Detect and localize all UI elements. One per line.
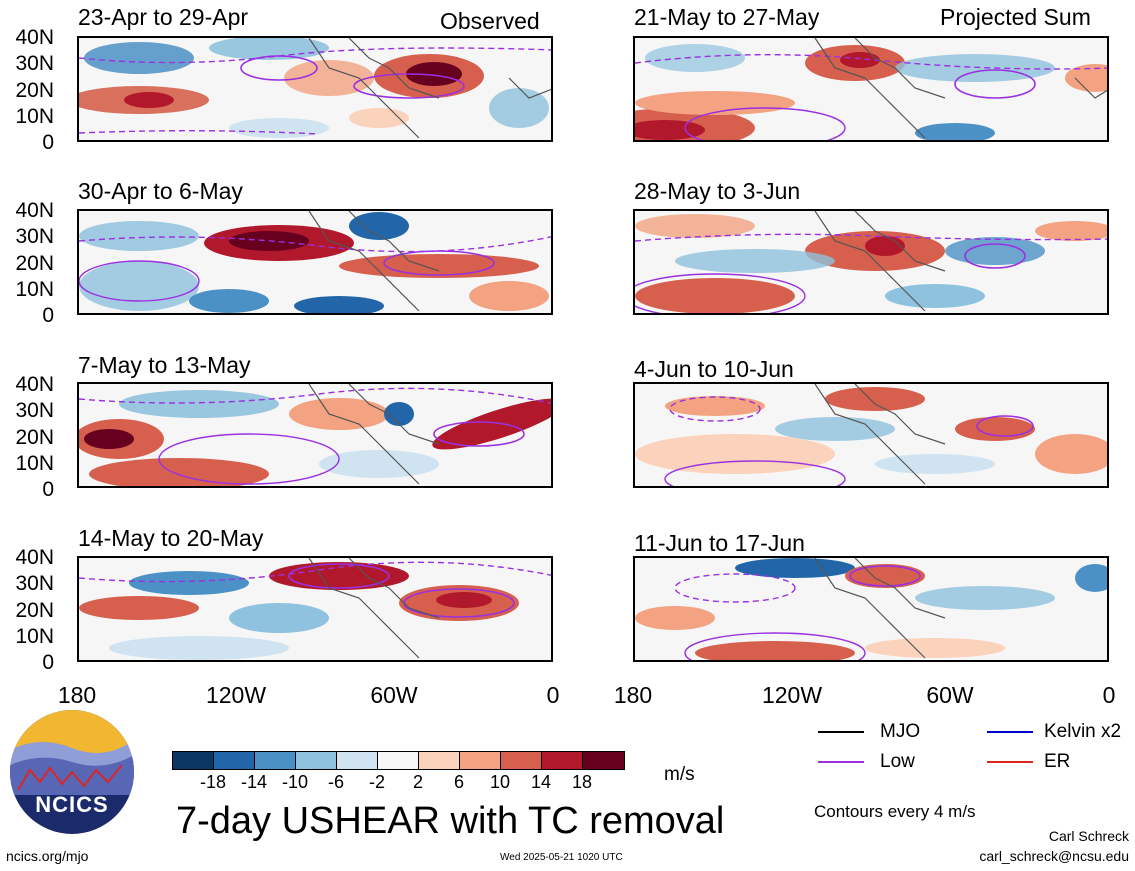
legend-mjo-label: MJO — [880, 721, 921, 742]
ytick-40n: 40N — [15, 199, 54, 222]
ncics-logo: NCICS — [10, 710, 134, 834]
xtick-0: 0 — [546, 682, 560, 708]
colorbar-units: m/s — [664, 764, 695, 785]
ytick-20n: 20N — [15, 79, 54, 102]
map-panel-8 — [633, 556, 1109, 662]
colorbar-cell — [173, 752, 214, 769]
xtick-60w: 60W — [926, 682, 974, 708]
ytick-30n: 30N — [15, 52, 54, 75]
colorbar-tick-label: -10 — [281, 772, 309, 792]
panel-date-3: 30-Apr to 6-May — [78, 178, 243, 204]
legend-kelvin-label: Kelvin x2 — [1044, 721, 1122, 742]
contours-note: Contours every 4 m/s — [814, 802, 976, 821]
ytick-10n: 10N — [15, 278, 54, 301]
ytick-30n: 30N — [15, 572, 54, 595]
ytick-30n: 30N — [15, 399, 54, 422]
legend-low-label: Low — [880, 751, 915, 772]
footer-timestamp: Wed 2025-05-21 1020 UTC — [500, 852, 623, 863]
colorbar-tick-label: 18 — [571, 772, 593, 792]
map-panel-1 — [77, 36, 553, 142]
ytick-20n: 20N — [15, 252, 54, 275]
legend-kelvin-line — [987, 731, 1033, 733]
panel-date-4: 28-May to 3-Jun — [634, 178, 801, 204]
legend-er-line — [987, 761, 1033, 763]
colorbar-cell — [460, 752, 501, 769]
xtick-60w: 60W — [370, 682, 418, 708]
xtick-0: 0 — [1102, 682, 1116, 708]
footer-email[interactable]: carl_schreck@ncsu.edu — [979, 848, 1129, 864]
figure-title: 7-day USHEAR with TC removal — [176, 800, 725, 842]
panel-date-1: 23-Apr to 29-Apr — [78, 4, 249, 30]
colorbar-cell — [583, 752, 624, 769]
ytick-0: 0 — [42, 651, 54, 674]
ytick-10n: 10N — [15, 452, 54, 475]
ytick-20n: 20N — [15, 599, 54, 622]
map-panel-3 — [77, 209, 553, 315]
footer-author: Carl Schreck — [1048, 828, 1129, 844]
colorbar-cell — [255, 752, 296, 769]
xtick-120w: 120W — [761, 682, 823, 708]
map-panel-7 — [77, 556, 553, 662]
ytick-30n: 30N — [15, 225, 54, 248]
colorbar-tick-label: 6 — [453, 772, 465, 792]
panel-date-5: 7-May to 13-May — [78, 352, 251, 378]
ytick-0: 0 — [42, 304, 54, 327]
colorbar-cell — [501, 752, 542, 769]
map-panel-5 — [77, 382, 553, 488]
colorbar-cell — [419, 752, 460, 769]
logo-text: NCICS — [35, 792, 109, 817]
colorbar-tick-label: -14 — [240, 772, 268, 792]
xtick-120w: 120W — [205, 682, 267, 708]
colorbar-tick-label: -2 — [368, 772, 386, 792]
xtick-180: 180 — [613, 682, 653, 708]
colorbar-cell — [296, 752, 337, 769]
colorbar — [172, 751, 625, 770]
panel-date-8: 11-Jun to 17-Jun — [634, 530, 805, 556]
legend-low-line — [818, 761, 864, 763]
legend-mjo-line — [818, 731, 864, 733]
panel-corner-projected: Projected Sum — [940, 4, 1091, 30]
colorbar-tick-label: -6 — [327, 772, 345, 792]
ytick-0: 0 — [42, 478, 54, 501]
colorbar-tick-label: 14 — [530, 772, 552, 792]
panel-corner-observed: Observed — [440, 8, 540, 34]
panel-date-2: 21-May to 27-May — [634, 4, 820, 30]
map-panel-4 — [633, 209, 1109, 315]
ytick-10n: 10N — [15, 625, 54, 648]
ytick-40n: 40N — [15, 546, 54, 569]
ytick-0: 0 — [42, 131, 54, 154]
ytick-40n: 40N — [15, 373, 54, 396]
xtick-180: 180 — [57, 682, 97, 708]
colorbar-tick-label: 2 — [412, 772, 424, 792]
colorbar-tick-label: 10 — [489, 772, 511, 792]
panel-date-6: 4-Jun to 10-Jun — [634, 356, 794, 382]
map-panel-6 — [633, 382, 1109, 488]
map-panel-2 — [633, 36, 1109, 142]
legend-er-label: ER — [1044, 751, 1071, 772]
ytick-40n: 40N — [15, 26, 54, 49]
colorbar-cell — [542, 752, 583, 769]
ytick-20n: 20N — [15, 426, 54, 449]
colorbar-tick-label: -18 — [199, 772, 227, 792]
logo-graphic — [10, 710, 134, 795]
colorbar-cell — [337, 752, 378, 769]
ytick-10n: 10N — [15, 105, 54, 128]
panel-date-7: 14-May to 20-May — [78, 525, 264, 551]
colorbar-cell — [214, 752, 255, 769]
colorbar-cell — [378, 752, 419, 769]
footer-url[interactable]: ncics.org/mjo — [6, 848, 89, 864]
